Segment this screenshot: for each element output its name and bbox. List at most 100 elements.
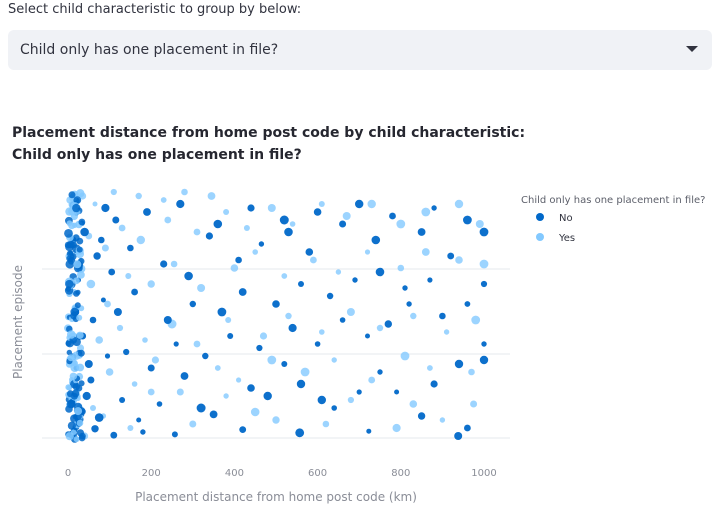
data-point-no[interactable] [189, 300, 196, 308]
data-point-yes[interactable] [76, 331, 84, 339]
data-point-yes[interactable] [70, 212, 78, 221]
data-point-no[interactable] [355, 199, 364, 209]
data-point-yes[interactable] [147, 280, 155, 288]
data-point-no[interactable] [113, 308, 122, 316]
data-point-no[interactable] [402, 285, 408, 291]
data-point-no[interactable] [78, 380, 85, 387]
data-point-no[interactable] [71, 389, 80, 398]
data-point-yes[interactable] [131, 381, 138, 387]
data-point-no[interactable] [247, 384, 255, 392]
data-point-no[interactable] [463, 215, 472, 225]
data-point-yes[interactable] [421, 248, 430, 256]
data-point-yes[interactable] [135, 192, 142, 200]
data-point-no[interactable] [281, 361, 288, 367]
data-point-yes[interactable] [443, 329, 450, 335]
data-point-no[interactable] [365, 333, 370, 339]
data-point-no[interactable] [66, 349, 73, 356]
data-point-yes[interactable] [73, 260, 82, 269]
data-point-no[interactable] [454, 359, 464, 369]
data-point-no[interactable] [375, 267, 385, 277]
data-point-yes[interactable] [471, 315, 481, 325]
data-point-yes[interactable] [76, 314, 83, 321]
data-point-no[interactable] [417, 228, 426, 236]
data-point-no[interactable] [417, 412, 426, 420]
data-point-no[interactable] [156, 401, 163, 407]
data-point-no[interactable] [68, 191, 76, 199]
data-point-no[interactable] [104, 353, 111, 359]
data-point-yes[interactable] [367, 199, 376, 209]
data-point-yes[interactable] [243, 225, 250, 231]
data-point-no[interactable] [72, 203, 81, 213]
data-point-yes[interactable] [69, 372, 78, 380]
data-point-no[interactable] [110, 431, 118, 439]
data-point-no[interactable] [91, 425, 99, 433]
data-point-no[interactable] [406, 301, 412, 307]
data-point-yes[interactable] [73, 277, 80, 285]
data-point-yes[interactable] [335, 269, 342, 275]
data-point-no[interactable] [331, 405, 338, 411]
data-point-yes[interactable] [68, 222, 76, 230]
data-point-yes[interactable] [193, 340, 201, 348]
data-point-no[interactable] [314, 341, 321, 347]
data-point-no[interactable] [427, 277, 433, 283]
data-point-yes[interactable] [116, 324, 124, 332]
data-point-no[interactable] [430, 380, 438, 388]
data-point-no[interactable] [235, 256, 242, 264]
data-point-no[interactable] [317, 395, 326, 405]
data-point-yes[interactable] [95, 336, 103, 344]
data-point-yes[interactable] [346, 308, 355, 316]
data-point-no[interactable] [356, 389, 362, 395]
data-point-yes[interactable] [347, 396, 354, 404]
data-point-yes[interactable] [70, 363, 80, 372]
legend[interactable]: Child only has one placement in file? No… [521, 195, 705, 244]
data-point-no[interactable] [64, 229, 73, 238]
data-point-no[interactable] [263, 391, 272, 401]
data-point-yes[interactable] [110, 188, 117, 196]
data-point-no[interactable] [66, 250, 74, 257]
data-point-no[interactable] [68, 399, 76, 407]
data-point-yes[interactable] [151, 356, 159, 364]
data-point-yes[interactable] [475, 220, 484, 228]
data-point-no[interactable] [305, 248, 314, 256]
data-point-yes[interactable] [86, 279, 96, 289]
data-point-yes[interactable] [267, 204, 276, 212]
data-point-yes[interactable] [397, 264, 405, 272]
data-point-no[interactable] [431, 205, 437, 211]
data-point-yes[interactable] [189, 420, 197, 428]
data-point-no[interactable] [80, 227, 89, 237]
data-point-yes[interactable] [396, 219, 406, 229]
data-point-yes[interactable] [318, 201, 325, 207]
data-point-yes[interactable] [197, 284, 206, 292]
data-point-yes[interactable] [214, 365, 221, 371]
data-point-yes[interactable] [127, 425, 134, 431]
data-point-no[interactable] [112, 216, 120, 224]
data-point-no[interactable] [184, 271, 193, 281]
data-point-yes[interactable] [479, 259, 489, 269]
data-point-yes[interactable] [118, 224, 126, 232]
data-point-no[interactable] [171, 431, 178, 438]
data-point-yes[interactable] [454, 199, 464, 209]
data-point-no[interactable] [288, 323, 297, 333]
data-point-yes[interactable] [368, 376, 376, 384]
data-point-no[interactable] [131, 288, 139, 296]
data-point-no[interactable] [384, 320, 392, 328]
data-point-yes[interactable] [331, 357, 337, 363]
data-point-yes[interactable] [267, 355, 277, 365]
data-point-yes[interactable] [101, 244, 109, 252]
data-point-yes[interactable] [74, 407, 83, 416]
data-point-no[interactable] [75, 385, 83, 392]
data-point-yes[interactable] [376, 324, 384, 332]
data-point-yes[interactable] [76, 344, 85, 352]
data-point-yes[interactable] [322, 420, 330, 428]
data-point-no[interactable] [377, 369, 383, 375]
data-point-no[interactable] [101, 203, 110, 213]
data-point-no[interactable] [352, 277, 358, 283]
data-point-yes[interactable] [252, 249, 258, 255]
data-point-yes[interactable] [427, 365, 433, 371]
data-point-yes[interactable] [73, 436, 80, 443]
data-point-no[interactable] [205, 232, 213, 240]
data-point-no[interactable] [73, 196, 82, 205]
data-point-yes[interactable] [65, 432, 74, 441]
data-point-no[interactable] [87, 376, 95, 384]
data-point-yes[interactable] [164, 216, 172, 224]
